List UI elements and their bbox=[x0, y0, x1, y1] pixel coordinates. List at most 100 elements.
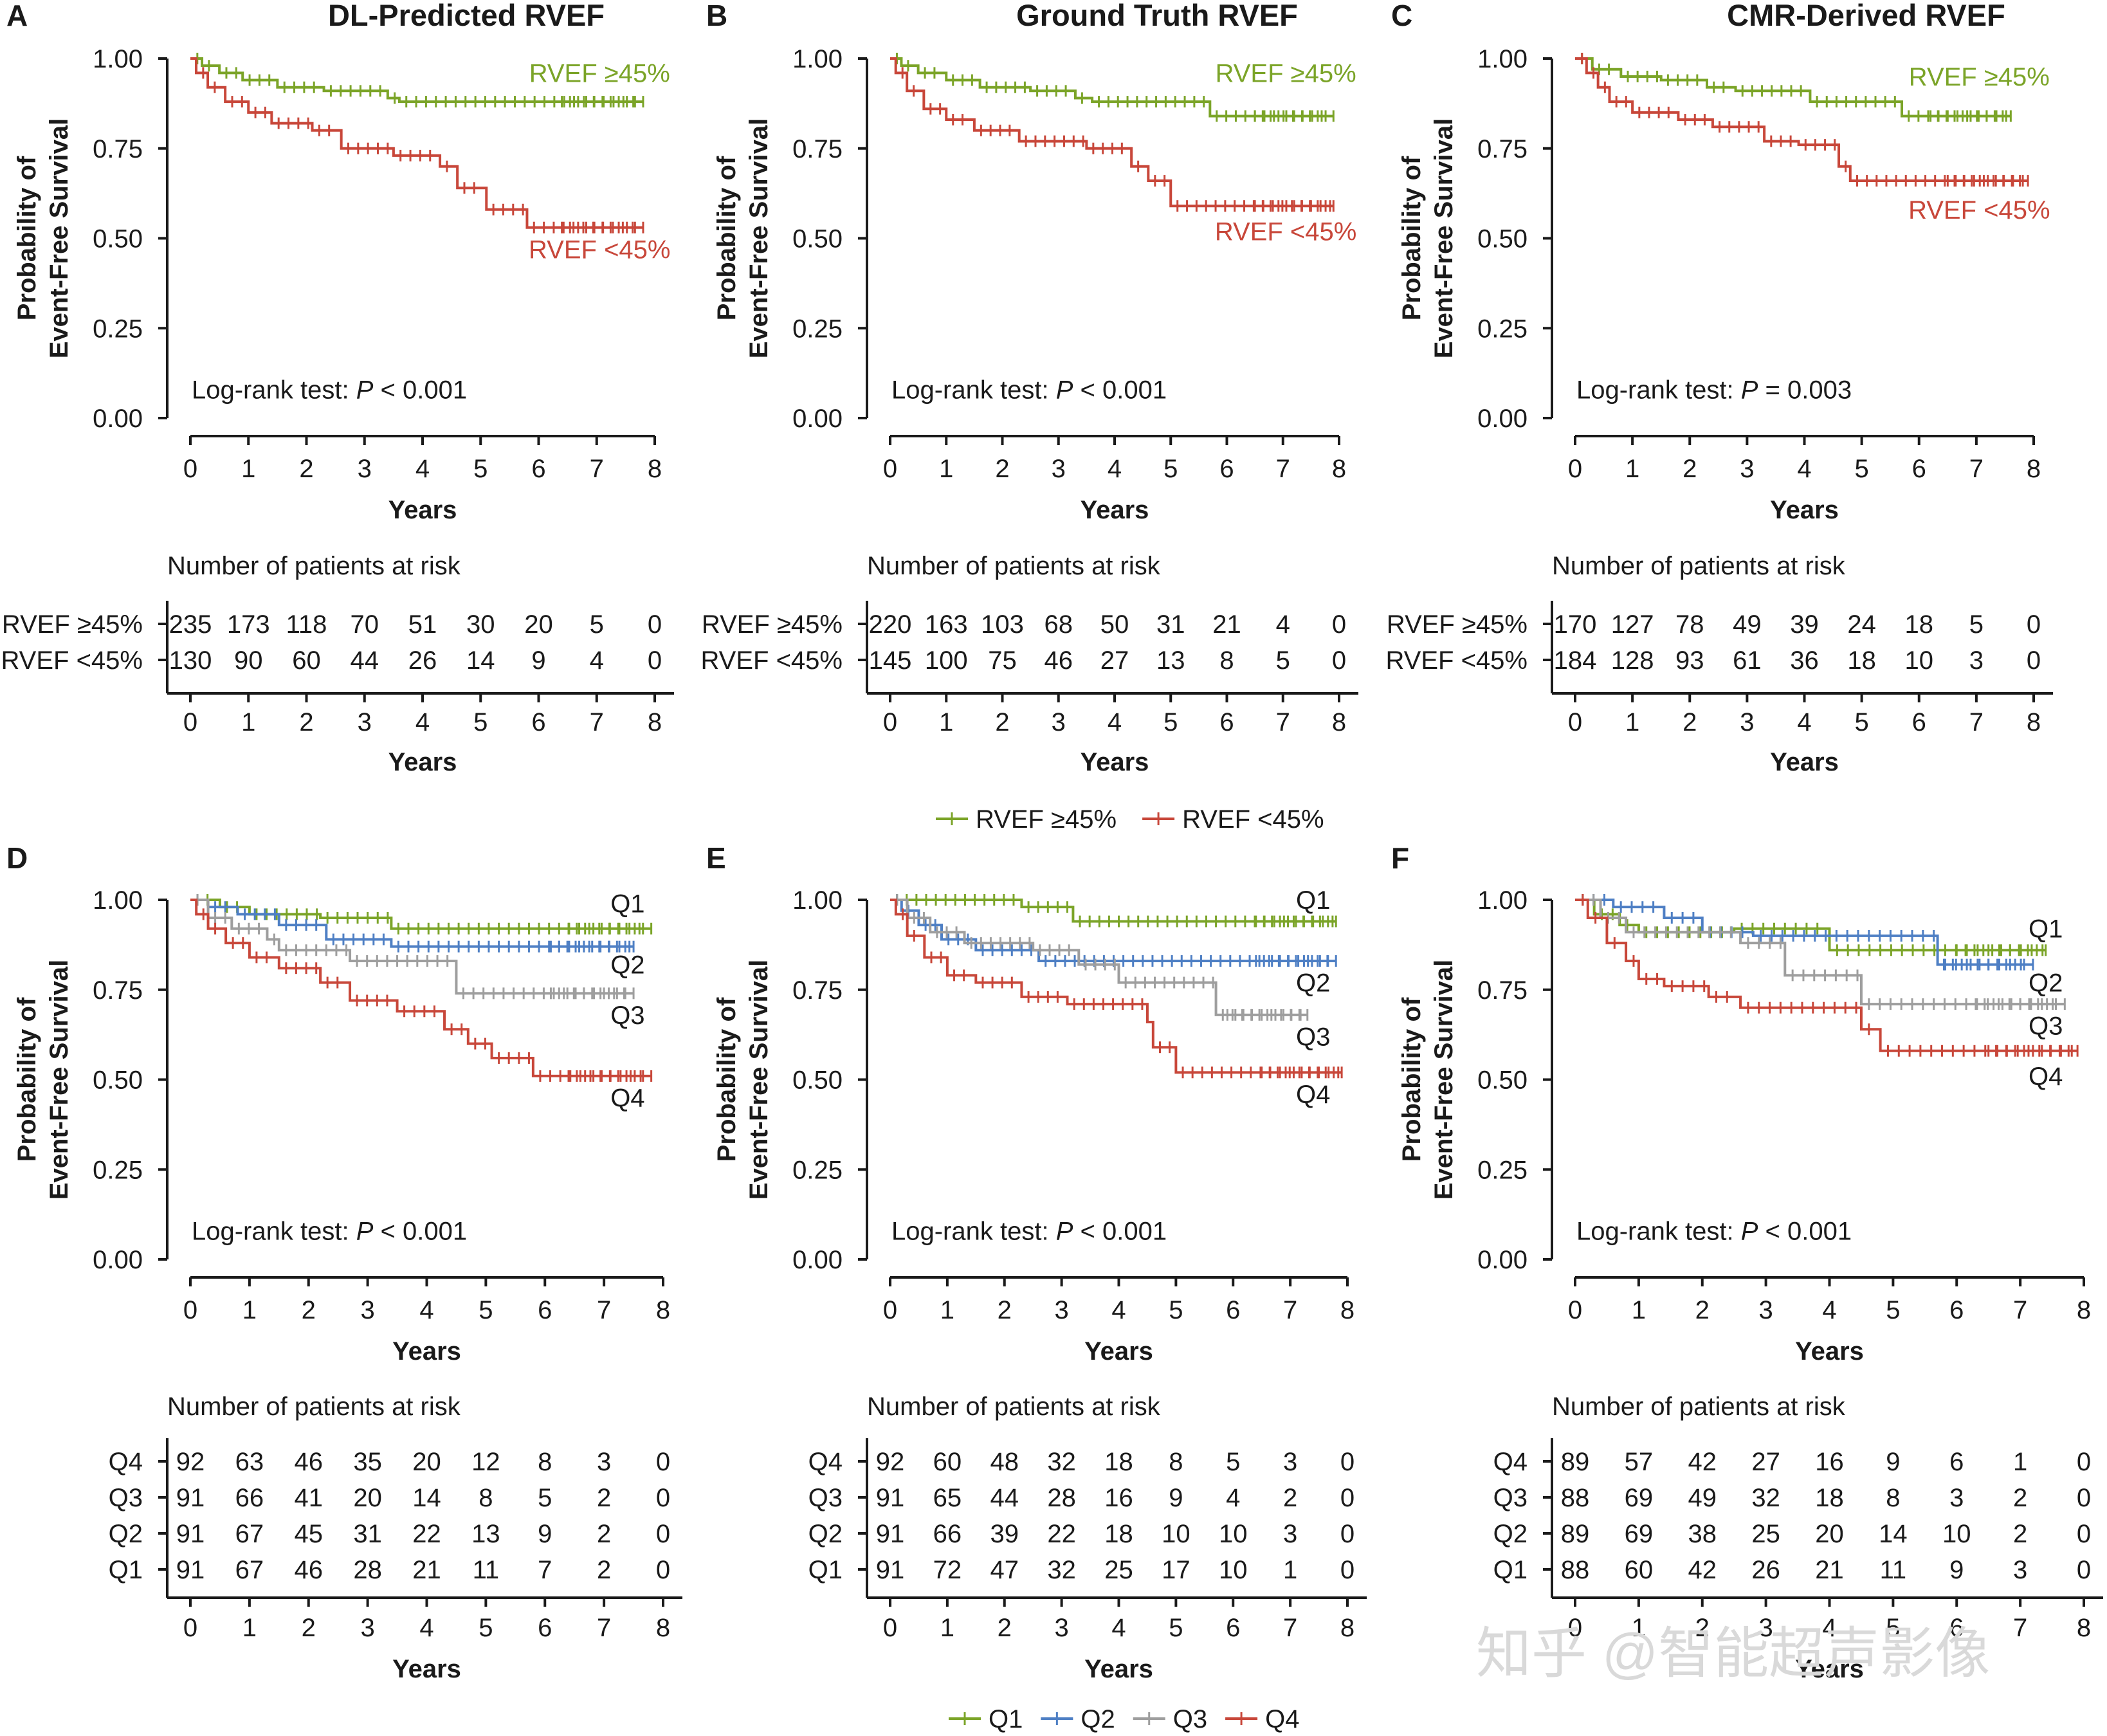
risk-row-label: Q4 bbox=[808, 1448, 843, 1476]
risk-value: 42 bbox=[1688, 1556, 1717, 1584]
y-axis-label: Probability of Event-Free Survival bbox=[13, 960, 73, 1200]
risk-value: 0 bbox=[2077, 1556, 2091, 1584]
x-tick-label: 5 bbox=[473, 455, 488, 483]
risk-x-tick-label: 5 bbox=[1855, 708, 1869, 736]
log-rank-pvalue: Log-rank test: P < 0.001 bbox=[891, 376, 1167, 405]
panel-b: B Ground Truth RVEF 0.00 0.25 0.50 0.75 1.00 0 1… bbox=[701, 0, 1358, 776]
risk-value: 0 bbox=[648, 646, 662, 675]
risk-x-tick-label: 4 bbox=[1111, 1614, 1126, 1642]
risk-value: 10 bbox=[1162, 1520, 1190, 1548]
y-tick-label: 0.50 bbox=[93, 225, 143, 253]
risk-x-tick-label: 8 bbox=[648, 708, 662, 736]
pvalue-italic: P bbox=[356, 1218, 374, 1246]
risk-row-label: Q2 bbox=[1493, 1520, 1528, 1548]
risk-value: 78 bbox=[1675, 610, 1704, 639]
x-tick-label: 1 bbox=[1625, 455, 1639, 483]
risk-value: 57 bbox=[1625, 1448, 1654, 1476]
risk-value: 163 bbox=[925, 610, 968, 639]
risk-x-tick-label: 8 bbox=[1340, 1614, 1354, 1642]
risk-value: 69 bbox=[1625, 1484, 1654, 1512]
risk-value: 127 bbox=[1611, 610, 1654, 639]
risk-x-tick-label: 2 bbox=[1695, 1614, 1710, 1642]
y-tick-label: 0.75 bbox=[1477, 976, 1528, 1005]
risk-x-tick-label: 8 bbox=[656, 1614, 670, 1642]
series-label: Q4 bbox=[610, 1084, 644, 1112]
risk-value: 9 bbox=[538, 1520, 552, 1548]
pvalue-italic: P bbox=[1741, 376, 1758, 405]
pvalue-prefix: Log-rank test: bbox=[1576, 1218, 1741, 1246]
y-tick-label: 0.25 bbox=[792, 1156, 843, 1184]
y-axis-label-line2: Event-Free Survival bbox=[45, 118, 73, 359]
risk-value: 46 bbox=[1044, 646, 1073, 675]
km-curve-Q1 bbox=[190, 899, 652, 930]
y-tick-label: 0.75 bbox=[93, 976, 143, 1005]
y-axis-label-line2: Event-Free Survival bbox=[1430, 118, 1458, 359]
risk-value: 17 bbox=[1162, 1556, 1190, 1584]
risk-value: 2 bbox=[1283, 1484, 1297, 1512]
panel-letter: A bbox=[6, 0, 28, 32]
x-axis-label: Years bbox=[1770, 496, 1839, 524]
x-axis-label: Years bbox=[1084, 1337, 1153, 1366]
x-tick-label: 5 bbox=[1855, 455, 1869, 483]
km-curve-Q3 bbox=[190, 899, 634, 995]
risk-value: 20 bbox=[1815, 1520, 1844, 1548]
series-label: Q4 bbox=[2029, 1063, 2063, 1091]
risk-value: 9 bbox=[1169, 1484, 1183, 1512]
risk-value: 4 bbox=[1226, 1484, 1240, 1512]
risk-x-tick-label: 0 bbox=[183, 1614, 197, 1642]
risk-value: 103 bbox=[981, 610, 1024, 639]
risk-value: 60 bbox=[292, 646, 321, 675]
risk-value: 41 bbox=[295, 1484, 324, 1512]
km-curve-Q1 bbox=[1575, 899, 2046, 952]
y-axis-label-line1: Probability of bbox=[13, 156, 41, 320]
risk-value: 90 bbox=[234, 646, 263, 675]
x-tick-label: 2 bbox=[302, 1296, 316, 1324]
risk-table-header: Number of patients at risk bbox=[1552, 552, 1846, 580]
x-tick-label: 2 bbox=[995, 455, 1009, 483]
x-tick-label: 8 bbox=[1332, 455, 1346, 483]
risk-value: 0 bbox=[1332, 610, 1346, 639]
risk-value: 9 bbox=[1949, 1556, 1964, 1584]
risk-value: 1 bbox=[2013, 1448, 2027, 1476]
km-curve-RVEF <45% bbox=[890, 57, 1334, 208]
x-tick-label: 6 bbox=[1226, 1296, 1240, 1324]
risk-value: 24 bbox=[1847, 610, 1876, 639]
risk-row-label: Q3 bbox=[1493, 1484, 1528, 1512]
x-tick-label: 4 bbox=[1108, 455, 1122, 483]
risk-x-tick-label: 5 bbox=[1169, 1614, 1183, 1642]
risk-x-tick-label: 5 bbox=[479, 1614, 493, 1642]
risk-x-tick-label: 6 bbox=[531, 708, 545, 736]
risk-value: 0 bbox=[2077, 1520, 2091, 1548]
x-tick-label: 6 bbox=[1949, 1296, 1964, 1324]
risk-row-label: Q3 bbox=[808, 1484, 843, 1512]
pvalue-prefix: Log-rank test: bbox=[891, 376, 1056, 405]
risk-value: 12 bbox=[471, 1448, 500, 1476]
risk-value: 46 bbox=[295, 1556, 324, 1584]
risk-value: 10 bbox=[1942, 1520, 1971, 1548]
pvalue-prefix: Log-rank test: bbox=[192, 376, 356, 405]
x-axis-label: Years bbox=[388, 496, 457, 524]
risk-x-tick-label: 4 bbox=[419, 1614, 433, 1642]
risk-value: 18 bbox=[1104, 1448, 1133, 1476]
km-curve-Q3 bbox=[1575, 899, 2065, 1006]
x-tick-label: 2 bbox=[1683, 455, 1697, 483]
panel-e: E 0.00 0.25 0.50 0.75 1.00 0 1 2 3 4 5 6 7 8 Years Proba… bbox=[706, 841, 1367, 1683]
risk-value: 69 bbox=[1625, 1520, 1654, 1548]
panel-letter: C bbox=[1391, 0, 1412, 32]
x-tick-label: 5 bbox=[1886, 1296, 1900, 1324]
risk-value: 47 bbox=[990, 1556, 1019, 1584]
x-tick-label: 4 bbox=[419, 1296, 433, 1324]
x-tick-label: 2 bbox=[299, 455, 313, 483]
risk-value: 5 bbox=[538, 1484, 552, 1512]
series-label: Q1 bbox=[610, 890, 644, 918]
y-tick-label: 1.00 bbox=[1477, 886, 1528, 915]
x-tick-label: 7 bbox=[1283, 1296, 1297, 1324]
risk-value: 70 bbox=[351, 610, 379, 639]
risk-x-tick-label: 6 bbox=[1912, 708, 1926, 736]
pvalue-italic: P bbox=[1056, 376, 1073, 405]
panel-letter: F bbox=[1391, 841, 1409, 875]
risk-value: 67 bbox=[235, 1520, 264, 1548]
km-curve-RVEF <45% bbox=[190, 57, 643, 229]
risk-value: 0 bbox=[2027, 646, 2041, 675]
